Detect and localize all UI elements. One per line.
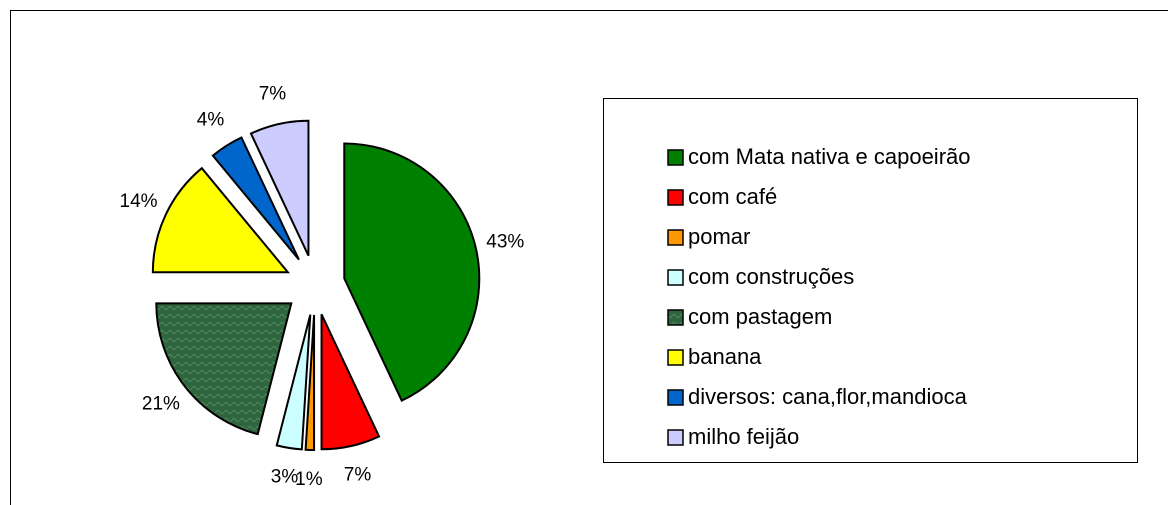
legend-label: com pastagem [688, 304, 832, 329]
legend-swatch [667, 389, 684, 406]
pie-slice [320, 313, 381, 451]
legend-label: com construções [688, 264, 854, 289]
legend-swatch [667, 349, 684, 366]
pie-slice [275, 314, 312, 451]
data-label: 14% [120, 191, 158, 212]
data-label: 7% [344, 464, 372, 485]
legend-swatch [667, 189, 684, 206]
pie-slice [304, 314, 316, 451]
data-label: 3% [271, 467, 299, 488]
pie-slice [343, 142, 481, 402]
legend-label: milho feijão [688, 424, 799, 449]
legend-swatch [667, 429, 684, 446]
legend-label: banana [688, 344, 762, 369]
legend-swatch [667, 149, 684, 166]
data-label: 1% [295, 469, 323, 490]
data-label: 7% [259, 84, 287, 105]
legend-label: com Mata nativa e capoeirão [688, 144, 971, 169]
legend-label: diversos: cana,flor,mandioca [688, 384, 968, 409]
pie-slice [211, 136, 300, 261]
frame [10, 10, 1168, 505]
pie-slice [249, 119, 310, 257]
legend-swatch [667, 229, 684, 246]
legend-swatch [667, 269, 684, 286]
legend-label: com café [688, 184, 777, 209]
data-label: 43% [486, 231, 524, 252]
data-label: 21% [142, 394, 180, 415]
legend-box [603, 98, 1138, 463]
pie-slice [155, 302, 293, 436]
legend-swatch [667, 309, 684, 326]
data-label: 4% [197, 109, 225, 130]
pie-slice [151, 166, 290, 274]
legend-label: pomar [688, 224, 750, 249]
